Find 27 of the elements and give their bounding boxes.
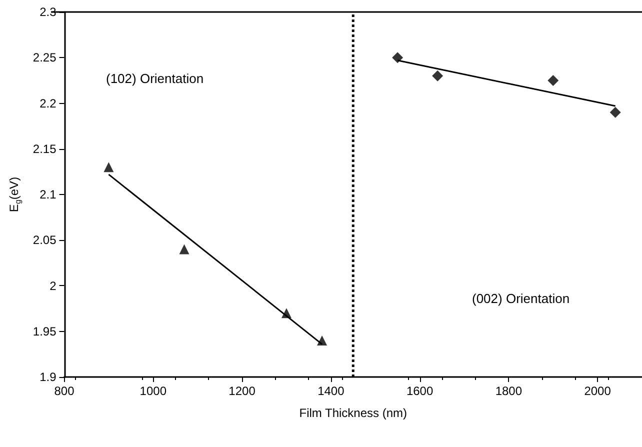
- y-tick-label: 1.9: [40, 370, 57, 384]
- point: [281, 308, 292, 318]
- x-tick-label: 800: [54, 384, 75, 398]
- point: [317, 336, 328, 346]
- x-tick-label: 2000: [584, 384, 612, 398]
- x-tick-label: 1800: [495, 384, 522, 398]
- y-axis-title: Eg(eV): [7, 176, 22, 212]
- x-tick-label: 1400: [318, 384, 345, 398]
- y-tick-label: 1.95: [32, 324, 57, 338]
- y-tick-label: 2: [50, 278, 57, 293]
- point: [548, 74, 559, 86]
- point: [392, 52, 404, 64]
- annotation: (002) Orientation: [472, 291, 570, 306]
- x-tick-label: 1600: [406, 384, 434, 398]
- point: [179, 244, 190, 254]
- x-axis-title: Film Thickness (nm): [299, 406, 408, 420]
- x-tick-label: 1200: [228, 384, 256, 398]
- point: [610, 106, 621, 118]
- y-tick-label: 2.05: [32, 233, 57, 248]
- y-tick-label: 2.25: [32, 50, 57, 65]
- point: [104, 162, 114, 172]
- annotation: (102) Orientation: [106, 71, 204, 86]
- y-tick-label: 2.1: [40, 188, 57, 202]
- y-tick-label: 2.15: [32, 142, 57, 156]
- y-tick-label: 2.2: [40, 96, 57, 110]
- point: [432, 70, 444, 82]
- x-tick-label: 1000: [140, 384, 167, 398]
